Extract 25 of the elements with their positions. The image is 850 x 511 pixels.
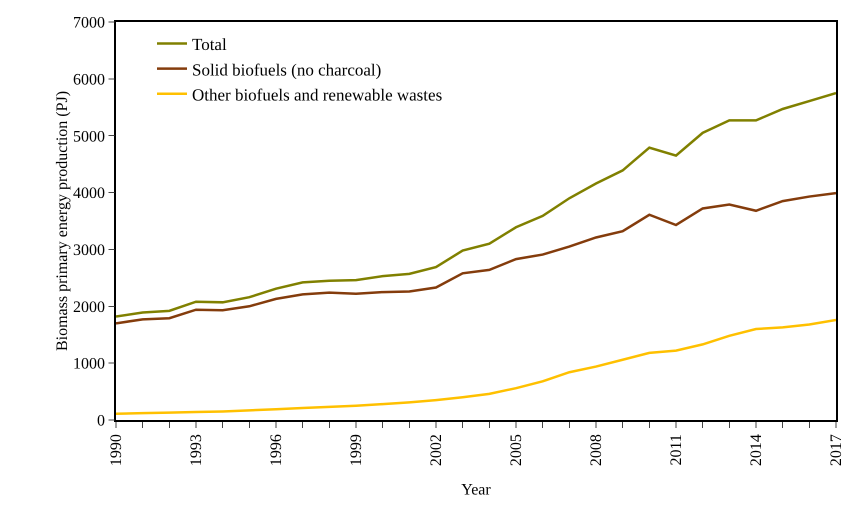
y-tick-label: 7000 (73, 14, 106, 32)
y-tick-label: 2000 (73, 298, 106, 316)
legend-label: Other biofuels and renewable wastes (192, 85, 442, 104)
x-tick-label: 2002 (428, 434, 446, 466)
y-tick-label: 4000 (73, 185, 106, 202)
y-tick-label: 5000 (73, 128, 106, 146)
y-tick-label: 0 (97, 412, 106, 430)
x-tick-label: 2008 (588, 434, 606, 466)
line-series (116, 192, 836, 325)
x-axis-title: Year (461, 481, 492, 498)
x-tick-label: 1996 (268, 434, 286, 466)
y-tick-label: 3000 (73, 242, 106, 260)
x-tick-label: 1990 (108, 434, 126, 466)
x-tick-label: 2014 (748, 434, 766, 466)
x-tick-label: 1993 (188, 434, 206, 466)
y-axis-title: Biomass primary energy production (PJ) (54, 90, 72, 352)
y-tick-label: 6000 (73, 71, 106, 88)
x-tick-label: 2011 (668, 434, 686, 466)
y-tick-label: 1000 (73, 356, 106, 373)
x-tick-label: 1999 (348, 434, 366, 466)
x-tick-label: 2017 (828, 434, 846, 466)
legend-label: Total (192, 35, 227, 54)
line-series (116, 318, 836, 415)
x-tick-label: 2005 (508, 434, 526, 466)
legend-label: Solid biofuels (no charcoal) (192, 60, 382, 80)
